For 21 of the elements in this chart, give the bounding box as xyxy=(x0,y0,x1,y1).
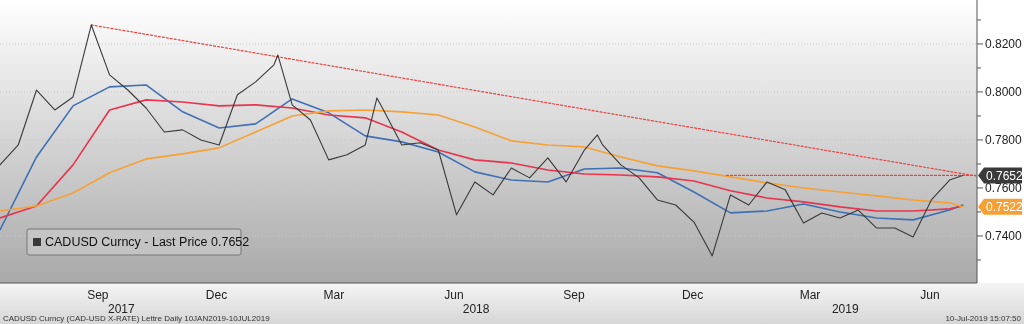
text: CADUSD Curncy (CAD-USD X-RATE) Lettre Daily 10JAN2019-10JUL2019 xyxy=(3,314,271,323)
annotation: 0.7652 xyxy=(986,168,1024,183)
text: 10-Jul-2019 15:07:50 xyxy=(945,314,1022,323)
legend-label: CADUSD Curncy - Last Price 0.7652 xyxy=(45,235,250,250)
x-tick-label: Jun xyxy=(444,288,464,302)
x2-tick-label: 2019 xyxy=(831,302,859,316)
x2-tick-label: 2018 xyxy=(462,302,490,316)
x2-tick-label: 2017 xyxy=(107,302,135,316)
x-tick-label: Dec xyxy=(681,288,704,302)
y-tick-label: 0.7600 xyxy=(985,181,1023,196)
x-tick-label: Sep xyxy=(87,288,109,302)
annotation: 0.7522 xyxy=(986,199,1024,214)
x-tick-label: Dec xyxy=(205,288,228,302)
x-tick-label: Mar xyxy=(799,288,821,302)
y-tick-label: 0.8000 xyxy=(985,85,1023,100)
y-tick-label: 0.8200 xyxy=(985,37,1023,52)
x-tick-label: Mar xyxy=(323,288,345,302)
x-tick-label: Sep xyxy=(563,288,585,302)
y-tick-label: 0.7800 xyxy=(985,133,1023,148)
y-tick-label: 0.7400 xyxy=(985,229,1023,244)
x-tick-label: Jun xyxy=(920,288,940,302)
